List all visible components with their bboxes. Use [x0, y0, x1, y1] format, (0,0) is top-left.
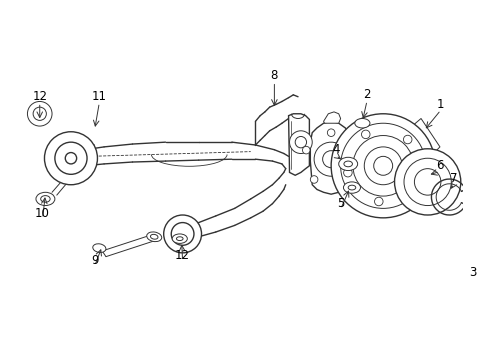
Circle shape	[340, 178, 347, 186]
Circle shape	[65, 153, 77, 164]
Circle shape	[343, 168, 351, 177]
Ellipse shape	[347, 185, 355, 190]
Circle shape	[364, 147, 401, 185]
Ellipse shape	[150, 234, 158, 239]
Circle shape	[352, 135, 413, 196]
Circle shape	[411, 177, 419, 185]
Circle shape	[289, 131, 312, 153]
Text: 4: 4	[331, 143, 339, 156]
Polygon shape	[310, 121, 349, 194]
Circle shape	[310, 176, 317, 183]
Ellipse shape	[343, 161, 352, 167]
Text: 6: 6	[435, 159, 443, 172]
Text: 11: 11	[92, 90, 106, 103]
Ellipse shape	[470, 249, 484, 258]
Text: 8: 8	[270, 69, 278, 82]
Ellipse shape	[343, 182, 360, 193]
Polygon shape	[323, 112, 340, 123]
Circle shape	[403, 158, 450, 206]
Circle shape	[322, 151, 339, 168]
Text: 12: 12	[175, 249, 190, 262]
Text: 2: 2	[363, 88, 370, 102]
Text: 12: 12	[32, 90, 47, 103]
Circle shape	[295, 136, 306, 148]
Text: 5: 5	[336, 197, 344, 210]
Circle shape	[163, 215, 201, 253]
Circle shape	[373, 156, 392, 175]
Ellipse shape	[176, 237, 183, 240]
Ellipse shape	[93, 244, 106, 252]
Text: 10: 10	[35, 207, 50, 220]
Circle shape	[351, 146, 359, 154]
Text: 9: 9	[91, 254, 98, 267]
Polygon shape	[288, 114, 309, 175]
Circle shape	[361, 130, 369, 139]
Circle shape	[55, 142, 87, 174]
Circle shape	[413, 168, 440, 195]
Circle shape	[330, 114, 434, 218]
Circle shape	[313, 142, 347, 176]
Circle shape	[302, 146, 309, 154]
Circle shape	[27, 102, 52, 126]
Circle shape	[340, 123, 425, 208]
Circle shape	[403, 135, 411, 144]
Circle shape	[171, 222, 194, 245]
Ellipse shape	[338, 157, 357, 171]
Text: 7: 7	[449, 172, 457, 185]
Text: 1: 1	[436, 98, 444, 111]
Ellipse shape	[36, 192, 55, 206]
Circle shape	[44, 132, 97, 185]
Ellipse shape	[41, 195, 50, 202]
Text: 3: 3	[468, 266, 476, 279]
Circle shape	[33, 107, 46, 120]
Circle shape	[326, 129, 334, 136]
Circle shape	[394, 149, 460, 215]
Ellipse shape	[172, 234, 187, 243]
Ellipse shape	[146, 232, 162, 242]
Circle shape	[374, 197, 382, 206]
Ellipse shape	[354, 118, 369, 128]
